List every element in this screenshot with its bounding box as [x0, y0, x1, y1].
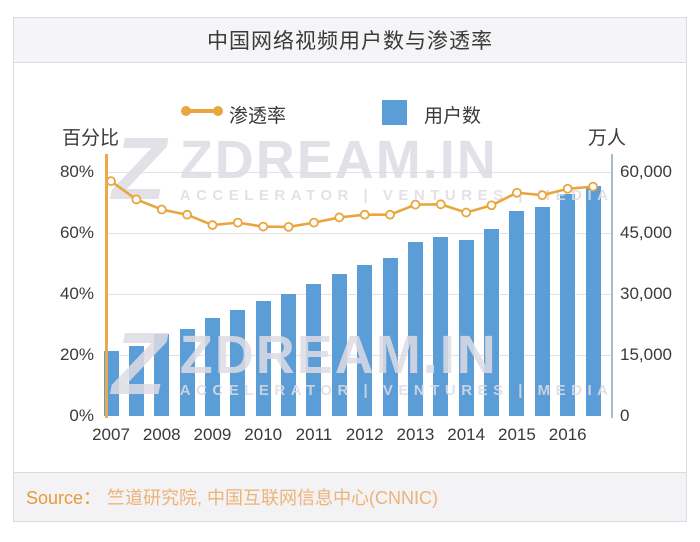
right-axis-tick: 30,000: [620, 284, 672, 303]
right-axis-tick: 45,000: [620, 223, 672, 242]
penetration-point: [359, 209, 370, 220]
left-axis-line: [105, 154, 108, 418]
source-footer: Source： 竺道研究院, 中国互联网信息中心(CNNIC): [14, 472, 686, 521]
right-axis-title: 万人: [588, 128, 627, 149]
legend-label-users: 用户数: [424, 106, 482, 127]
penetration-point: [410, 199, 421, 210]
penetration-point: [562, 183, 573, 194]
user-count-bar: [255, 300, 271, 416]
left-axis-tick: 20%: [59, 345, 94, 364]
right-axis-tick: 60,000: [620, 162, 672, 181]
penetration-point: [309, 217, 319, 228]
right-axis-tick: 15,000: [620, 345, 672, 364]
x-axis-year-label: 2012: [345, 425, 384, 444]
left-axis-tick: 0%: [69, 406, 94, 425]
right-axis-line: [611, 154, 613, 418]
x-axis-year-label: 2007: [92, 425, 130, 444]
penetration-point: [232, 217, 243, 228]
user-count-bar: [382, 257, 398, 416]
penetration-point: [131, 194, 142, 205]
x-axis-year-label: 2009: [193, 425, 232, 444]
left-axis-tick: 40%: [59, 284, 94, 303]
penetration-point: [258, 221, 269, 232]
user-count-bar: [534, 206, 550, 416]
x-axis-year-label: 2014: [447, 425, 486, 444]
user-count-bar: [458, 239, 474, 416]
user-count-bar: [179, 328, 195, 416]
penetration-point: [106, 176, 116, 187]
penetration-point: [512, 187, 522, 198]
gridline: [106, 172, 612, 173]
x-axis-year-label: 2010: [244, 425, 283, 444]
x-axis-year-label: 2013: [396, 425, 435, 444]
user-count-bar: [509, 211, 525, 416]
penetration-point: [537, 190, 548, 201]
user-count-bar: [331, 273, 347, 416]
legend-line-icon: [181, 106, 223, 116]
penetration-point: [283, 221, 294, 232]
penetration-point: [334, 212, 345, 223]
chart-title: 中国网络视频用户数与渗透率: [207, 30, 493, 53]
penetration-point: [461, 207, 472, 218]
user-count-bar: [585, 186, 601, 416]
watermark: Z ZDREAM.IN ACCELERATOR | VENTURES | MED…: [112, 119, 614, 218]
penetration-point: [207, 220, 218, 230]
user-count-bar: [407, 241, 423, 416]
penetration-point: [435, 199, 446, 210]
source-label: Source：: [26, 488, 102, 508]
chart-header: 中国网络视频用户数与渗透率: [14, 18, 686, 63]
watermark-text: ZDREAM.IN: [179, 129, 498, 190]
watermark-subtext: ACCELERATOR | VENTURES | MEDIA: [179, 186, 614, 204]
watermark-logo-icon: Z: [112, 119, 166, 218]
chart-area: Z ZDREAM.IN ACCELERATOR | VENTURES | MED…: [14, 63, 686, 473]
gridline: [106, 233, 612, 234]
user-count-bar: [204, 318, 220, 416]
x-axis-year-label: 2016: [548, 425, 587, 444]
penetration-point: [156, 204, 167, 215]
x-axis-year-label: 2008: [142, 425, 181, 444]
user-count-bar: [484, 228, 500, 416]
legend-label-penetration: 渗透率: [229, 106, 287, 127]
right-axis-tick: 0: [620, 406, 630, 425]
left-axis-tick: 80%: [59, 162, 94, 181]
chart-card: 中国网络视频用户数与渗透率 Z ZDREAM.IN ACCELERATOR | …: [13, 17, 687, 522]
x-axis-year-label: 2011: [295, 425, 333, 444]
penetration-point: [182, 209, 193, 220]
user-count-bar: [560, 194, 576, 416]
left-axis-title: 百分比: [62, 128, 120, 149]
left-axis-tick: 60%: [59, 223, 94, 242]
user-count-bar: [306, 283, 322, 416]
user-count-bar: [357, 264, 373, 416]
source-text: 竺道研究院, 中国互联网信息中心(CNNIC): [107, 488, 439, 508]
x-axis-year-label: 2015: [497, 425, 536, 444]
penetration-point: [486, 200, 497, 211]
user-count-bar: [281, 293, 297, 416]
user-count-bar: [128, 346, 144, 416]
legend-bar-swatch-icon: [382, 100, 407, 125]
user-count-bar: [230, 310, 246, 416]
user-count-bar: [433, 237, 449, 416]
user-count-bar: [154, 333, 170, 416]
penetration-point: [385, 209, 395, 220]
